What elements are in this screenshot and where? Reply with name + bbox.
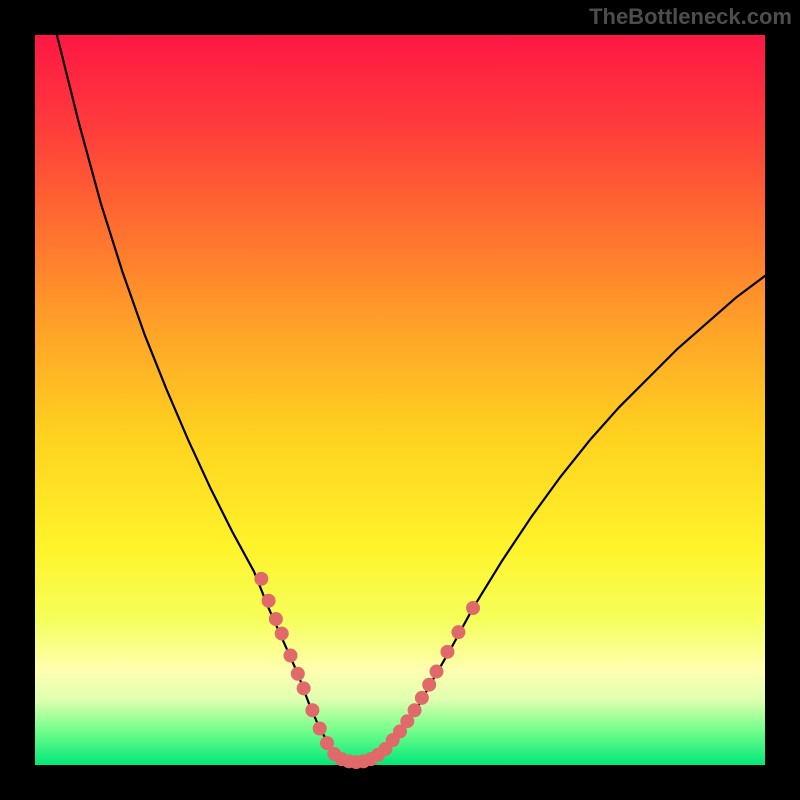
- chart-container: TheBottleneck.com: [0, 0, 800, 800]
- watermark-text: TheBottleneck.com: [589, 4, 792, 30]
- bottleneck-chart: [0, 0, 800, 800]
